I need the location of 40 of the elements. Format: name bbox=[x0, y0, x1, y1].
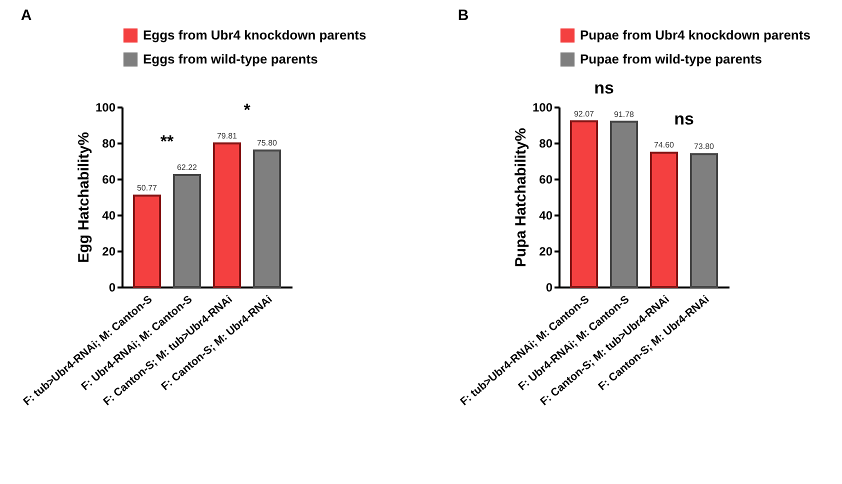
annotation: ** bbox=[160, 132, 174, 152]
y-tick-label: 40 bbox=[102, 208, 116, 222]
y-axis-title: Egg Hatchability% bbox=[75, 132, 92, 263]
data-label: 50.77 bbox=[136, 184, 158, 193]
legend-label: Eggs from Ubr4 knockdown parents bbox=[143, 28, 366, 42]
bar bbox=[253, 150, 281, 288]
y-tick-label: 40 bbox=[539, 208, 553, 222]
chart-title: B bbox=[458, 7, 469, 24]
bar bbox=[650, 152, 678, 288]
data-label: 91.78 bbox=[614, 110, 635, 119]
bar bbox=[690, 153, 718, 288]
y-tick-label: 20 bbox=[102, 244, 116, 258]
y-tick-label: 60 bbox=[102, 172, 116, 186]
y-axis-title: Pupa Hatchability% bbox=[512, 128, 530, 268]
annotation: ns bbox=[674, 110, 694, 129]
chart-title: A bbox=[20, 7, 32, 24]
data-label: 62.22 bbox=[176, 163, 198, 172]
bar bbox=[133, 194, 161, 288]
data-label: 74.60 bbox=[654, 140, 675, 150]
annotation: * bbox=[244, 100, 251, 120]
y-tick-label: 60 bbox=[539, 172, 553, 186]
bar bbox=[610, 120, 638, 288]
y-tick-label: 0 bbox=[108, 280, 116, 294]
data-label: 73.80 bbox=[694, 142, 715, 152]
y-tick-label: 20 bbox=[539, 244, 553, 258]
legend-label: Eggs from wild-type parents bbox=[143, 52, 318, 66]
legend-label: Pupae from wild-type parents bbox=[580, 52, 762, 66]
data-label: 92.07 bbox=[574, 109, 595, 118]
y-tick-label: 100 bbox=[95, 100, 116, 114]
data-label: 75.80 bbox=[256, 138, 278, 148]
legend-label: Pupae from Ubr4 knockdown parents bbox=[580, 28, 810, 42]
y-tick-label: 100 bbox=[532, 100, 553, 114]
bar bbox=[213, 142, 241, 288]
y-tick-label: 0 bbox=[546, 280, 553, 294]
y-tick-label: 80 bbox=[539, 136, 553, 150]
bar bbox=[173, 174, 201, 288]
data-label: 79.81 bbox=[216, 131, 238, 140]
y-tick-label: 80 bbox=[102, 136, 116, 150]
bar bbox=[570, 120, 598, 288]
text: ns bbox=[594, 78, 614, 98]
